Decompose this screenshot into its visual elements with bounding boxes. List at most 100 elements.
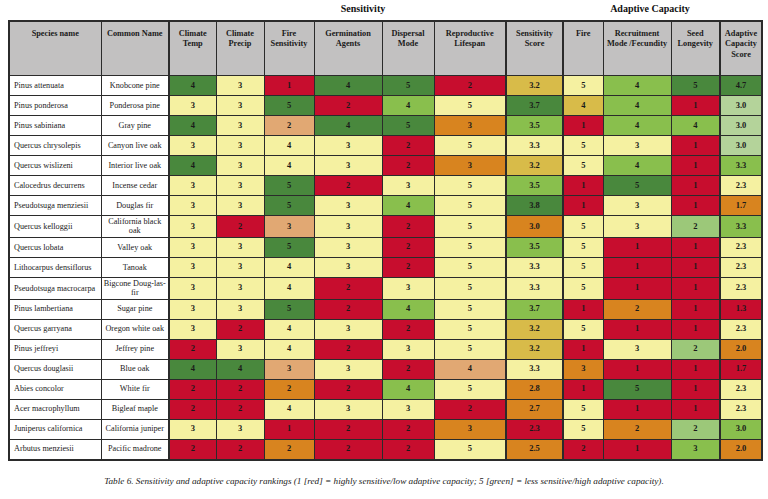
- cell-fire: 5: [563, 216, 603, 238]
- cell-climate-temp: 3: [169, 96, 216, 116]
- table-row: Arbutus menziesiiPacific madrone2222252.…: [9, 439, 762, 460]
- column-header-germination-agents: Germination Agents: [314, 21, 382, 76]
- cell-germination-agents: 2: [314, 379, 382, 399]
- cell-climate-temp: 3: [169, 196, 216, 216]
- species-name-cell: Pinus sabiniana: [9, 116, 101, 136]
- cell-germination-agents: 2: [314, 176, 382, 196]
- cell-reproductive-lifespan: 5: [434, 257, 506, 277]
- cell-climate-temp: 2: [169, 399, 216, 419]
- cell-recruitment-mode-fecundity: 3: [603, 216, 671, 238]
- common-name-cell: Interior live oak: [101, 156, 169, 176]
- common-name-cell: Knobcone pine: [101, 76, 169, 96]
- common-name-cell: Blue oak: [101, 359, 169, 379]
- cell-climate-temp: 4: [169, 76, 216, 96]
- cell-germination-agents: 2: [314, 339, 382, 359]
- cell-sensitivity-score: 3.3: [506, 359, 563, 379]
- cell-climate-precip: 2: [216, 399, 264, 419]
- cell-fire-sensitivity: 4: [264, 156, 314, 176]
- cell-sensitivity-score: 3.5: [506, 237, 563, 257]
- cell-recruitment-mode-fecundity: 1: [603, 237, 671, 257]
- species-name-cell: Pinus lambertiana: [9, 299, 101, 319]
- cell-reproductive-lifespan: 5: [434, 196, 506, 216]
- cell-adaptive-capacity-score: 1.3: [720, 299, 762, 319]
- column-header-climate-precip: Climate Precip: [216, 21, 264, 76]
- cell-climate-temp: 3: [169, 257, 216, 277]
- cell-dispersal-mode: 3: [382, 277, 434, 299]
- cell-climate-temp: 3: [169, 419, 216, 439]
- cell-dispersal-mode: 3: [382, 399, 434, 419]
- table-row: Quercus chrysolepisCanyon live oak334325…: [9, 136, 762, 156]
- cell-sensitivity-score: 2.7: [506, 399, 563, 419]
- cell-dispersal-mode: 2: [382, 237, 434, 257]
- cell-reproductive-lifespan: 5: [434, 277, 506, 299]
- species-name-cell: Calocedrus decurrens: [9, 176, 101, 196]
- cell-seed-longevity: 1: [671, 237, 720, 257]
- species-name-cell: Pseudotsuga macrocarpa: [9, 277, 101, 299]
- cell-seed-longevity: 1: [671, 156, 720, 176]
- cell-germination-agents: 3: [314, 237, 382, 257]
- cell-adaptive-capacity-score: 2.0: [720, 339, 762, 359]
- cell-adaptive-capacity-score: 2.3: [720, 277, 762, 299]
- cell-reproductive-lifespan: 5: [434, 379, 506, 399]
- species-name-cell: Lithocarpus densiflorus: [9, 257, 101, 277]
- cell-seed-longevity: 5: [671, 76, 720, 96]
- table-row: Quercus kelloggiiCalifornia black oak323…: [9, 216, 762, 238]
- cell-recruitment-mode-fecundity: 1: [603, 359, 671, 379]
- cell-fire-sensitivity: 5: [264, 176, 314, 196]
- cell-adaptive-capacity-score: 3.0: [720, 419, 762, 439]
- cell-seed-longevity: 2: [671, 216, 720, 238]
- cell-sensitivity-score: 3.7: [506, 299, 563, 319]
- cell-seed-longevity: 1: [671, 176, 720, 196]
- cell-climate-precip: 2: [216, 439, 264, 460]
- cell-fire-sensitivity: 3: [264, 359, 314, 379]
- cell-fire-sensitivity: 3: [264, 216, 314, 238]
- cell-germination-agents: 4: [314, 76, 382, 96]
- cell-fire-sensitivity: 4: [264, 339, 314, 359]
- cell-germination-agents: 3: [314, 359, 382, 379]
- common-name-cell: Jeffrey pine: [101, 339, 169, 359]
- common-name-cell: Bigleaf maple: [101, 399, 169, 419]
- cell-climate-precip: 2: [216, 379, 264, 399]
- cell-sensitivity-score: 3.3: [506, 277, 563, 299]
- cell-fire: 5: [563, 76, 603, 96]
- cell-sensitivity-score: 3.5: [506, 176, 563, 196]
- table-row: Pinus sabinianaGray pine4324533.51443.0: [9, 116, 762, 136]
- cell-fire: 5: [563, 257, 603, 277]
- species-name-cell: Quercus garryana: [9, 319, 101, 339]
- table-row: Pinus lambertianaSugar pine3352453.71211…: [9, 299, 762, 319]
- column-header-seed-longevity: Seed Longevity: [671, 21, 720, 76]
- cell-climate-precip: 3: [216, 176, 264, 196]
- cell-climate-precip: 3: [216, 277, 264, 299]
- cell-reproductive-lifespan: 5: [434, 176, 506, 196]
- cell-recruitment-mode-fecundity: 1: [603, 439, 671, 460]
- cell-climate-precip: 3: [216, 156, 264, 176]
- cell-adaptive-capacity-score: 3.3: [720, 156, 762, 176]
- table-row: Pinus jeffreyiJeffrey pine2342353.21322.…: [9, 339, 762, 359]
- cell-fire: 5: [563, 399, 603, 419]
- common-name-cell: Oregon white oak: [101, 319, 169, 339]
- cell-reproductive-lifespan: 5: [434, 319, 506, 339]
- cell-sensitivity-score: 3.0: [506, 216, 563, 238]
- cell-climate-temp: 3: [169, 277, 216, 299]
- cell-climate-precip: 3: [216, 237, 264, 257]
- cell-germination-agents: 3: [314, 399, 382, 419]
- species-name-cell: Juniperus californica: [9, 419, 101, 439]
- cell-adaptive-capacity-score: 4.7: [720, 76, 762, 96]
- column-header-climate-temp: Climate Temp: [169, 21, 216, 76]
- column-header-adaptive-capacity-score: Adaptive Capacity Score: [720, 21, 762, 76]
- cell-seed-longevity: 1: [671, 359, 720, 379]
- cell-reproductive-lifespan: 5: [434, 216, 506, 238]
- cell-recruitment-mode-fecundity: 2: [603, 419, 671, 439]
- cell-recruitment-mode-fecundity: 5: [603, 176, 671, 196]
- cell-dispersal-mode: 4: [382, 379, 434, 399]
- cell-fire-sensitivity: 1: [264, 419, 314, 439]
- cell-fire-sensitivity: 1: [264, 76, 314, 96]
- cell-recruitment-mode-fecundity: 4: [603, 156, 671, 176]
- cell-sensitivity-score: 2.8: [506, 379, 563, 399]
- cell-fire: 1: [563, 379, 603, 399]
- cell-fire: 1: [563, 299, 603, 319]
- cell-climate-precip: 3: [216, 76, 264, 96]
- cell-sensitivity-score: 3.3: [506, 136, 563, 156]
- cell-recruitment-mode-fecundity: 1: [603, 277, 671, 299]
- cell-climate-temp: 3: [169, 237, 216, 257]
